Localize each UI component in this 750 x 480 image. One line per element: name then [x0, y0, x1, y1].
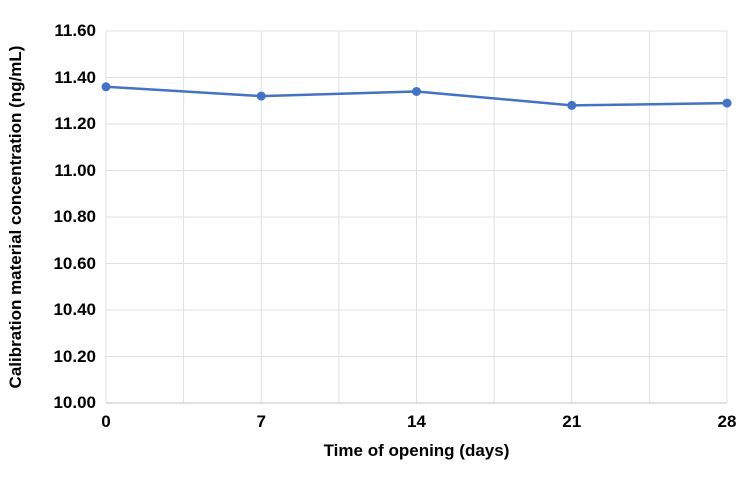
- data-point: [101, 82, 111, 92]
- y-tick-label: 11.00: [54, 160, 96, 180]
- data-point: [567, 100, 577, 110]
- x-tick-label: 21: [562, 412, 582, 431]
- y-tick-label: 11.20: [54, 114, 96, 133]
- data-point: [722, 98, 732, 108]
- x-axis-title: Time of opening (days): [323, 441, 510, 460]
- y-tick-label: 10.80: [53, 207, 96, 226]
- x-tick-label: 0: [101, 412, 111, 431]
- y-tick-label: 10.60: [53, 253, 96, 273]
- y-tick-label: 10.00: [53, 393, 96, 412]
- y-tick-label: 10.40: [53, 300, 96, 319]
- x-tick-label: 28: [717, 412, 737, 431]
- data-point: [412, 86, 421, 96]
- y-tick-label: 11.40: [54, 67, 96, 87]
- x-tick-label: 14: [407, 412, 426, 431]
- data-point: [256, 91, 266, 101]
- y-tick-label: 11.60: [54, 21, 96, 40]
- x-tick-label: 7: [256, 412, 266, 431]
- y-tick-label: 10.20: [53, 346, 96, 366]
